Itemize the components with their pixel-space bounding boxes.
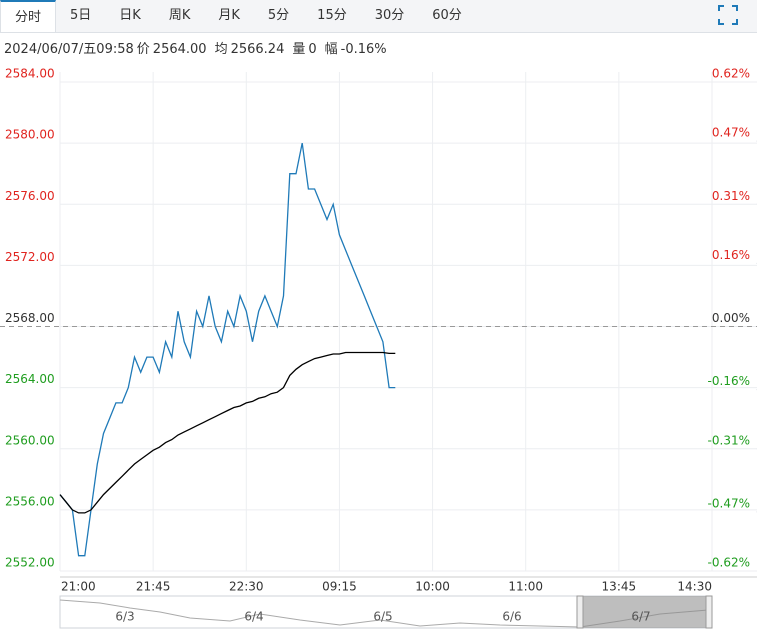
y2-tick-label: -0.16% (708, 374, 750, 388)
info-value: -0.16% (340, 42, 387, 57)
info-value: 2566.24 (230, 42, 285, 57)
navigator-label: 6/3 (115, 610, 134, 624)
x-tick-label: 21:00 (61, 580, 96, 594)
tab[interactable]: 分时 (0, 0, 57, 32)
x-tick-label: 09:15 (322, 580, 357, 594)
y2-tick-label: -0.47% (708, 496, 750, 510)
y2-tick-label: 0.16% (712, 248, 750, 262)
y2-tick-label: 0.00% (712, 311, 750, 325)
tab[interactable]: 30分 (374, 8, 405, 23)
y2-tick-label: -0.31% (708, 433, 750, 447)
series-line (59, 351, 396, 514)
info-value: 2564.00 (152, 42, 207, 57)
navigator-label: 6/6 (502, 610, 521, 624)
y2-tick-label: 0.47% (712, 126, 750, 140)
navigator-handle (576, 595, 584, 629)
y2-tick-label: 0.62% (712, 67, 750, 81)
x-tick-label: 13:45 (602, 580, 637, 594)
tab[interactable]: 日K (119, 8, 141, 23)
y-tick-label: 2556.00 (5, 494, 55, 508)
navigator-selection (583, 596, 708, 628)
tab[interactable]: 周K (168, 8, 191, 23)
x-tick-label: 14:30 (677, 580, 712, 594)
y-tick-label: 2560.00 (5, 433, 55, 447)
info-time: 2024/06/07/五09:58 (4, 42, 134, 57)
info-label: 价 (136, 42, 150, 57)
tab[interactable]: 60分 (432, 8, 462, 23)
tab[interactable]: 15分 (317, 8, 347, 23)
navigator-label: 6/7 (631, 610, 650, 624)
tab[interactable]: 月K (218, 8, 240, 23)
navigator-label: 6/5 (373, 610, 392, 624)
info-value: 0 (308, 42, 317, 57)
y-tick-label: 2552.00 (5, 556, 55, 570)
y2-tick-label: 0.31% (712, 189, 750, 203)
tab[interactable]: 5日 (70, 8, 92, 23)
y-tick-label: 2572.00 (5, 250, 55, 264)
x-tick-label: 21:45 (136, 580, 171, 594)
info-line: 2024/06/07/五09:58 价 2564.00 均 2566.24 量 0 幅 -0.1… (4, 38, 395, 57)
y2-tick-label: -0.62% (708, 556, 750, 570)
y-tick-label: 2576.00 (5, 189, 55, 203)
info-label: 量 (292, 42, 306, 57)
fullscreen-icon[interactable] (716, 3, 740, 27)
y-tick-label: 2564.00 (5, 372, 55, 386)
info-label: 均 (214, 42, 228, 57)
series-line (59, 142, 396, 557)
y-tick-label: 2580.00 (5, 128, 55, 142)
tab[interactable]: 5分 (267, 8, 290, 23)
tab-bar: 分时 5日 日K 周K 月K 5分 15分 30分 60分 (0, 0, 757, 33)
navigator-label: 6/4 (244, 610, 263, 624)
x-tick-label: 22:30 (229, 580, 264, 594)
navigator-handle (705, 595, 713, 629)
y-tick-label: 2584.00 (5, 67, 55, 81)
info-label: 幅 (324, 42, 338, 57)
y-tick-label: 2568.00 (5, 311, 55, 325)
x-tick-label: 10:00 (415, 580, 450, 594)
x-tick-label: 11:00 (508, 580, 543, 594)
